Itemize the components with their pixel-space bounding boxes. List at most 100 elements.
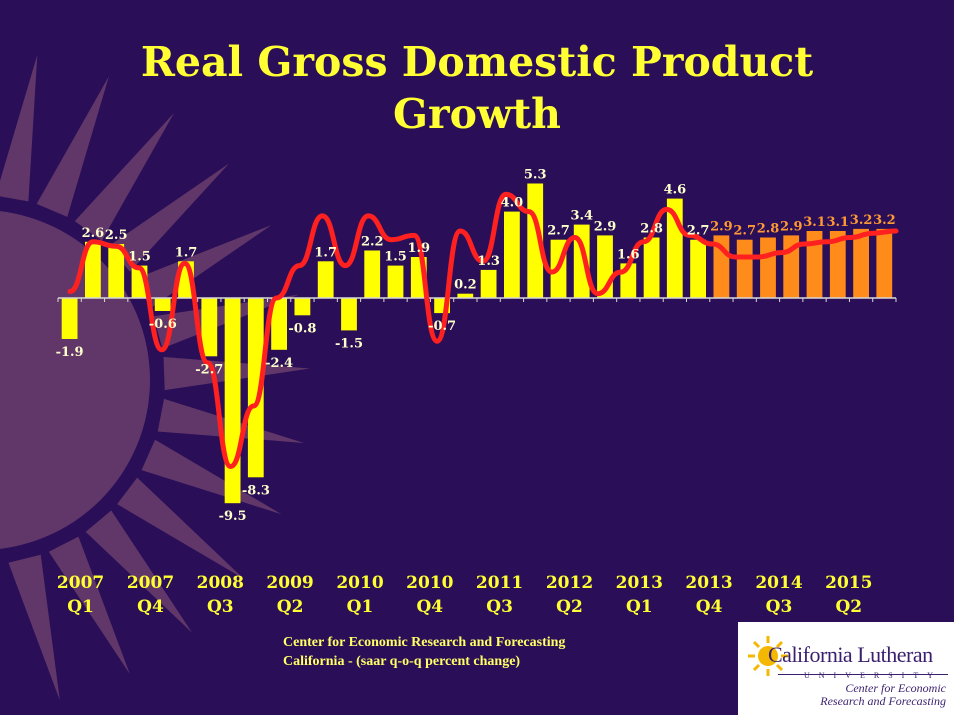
bar-18 xyxy=(480,269,497,298)
data-label-29: 2.7 xyxy=(733,224,756,239)
bar-17 xyxy=(457,293,474,298)
data-label-27: 2.7 xyxy=(687,224,710,239)
tick-label-year-11: 2015 xyxy=(825,573,872,593)
data-label-25: 2.8 xyxy=(640,222,663,237)
bar-14 xyxy=(387,265,404,298)
bar-6 xyxy=(201,298,218,357)
data-label-15: 1.9 xyxy=(407,241,430,256)
data-label-17: 0.2 xyxy=(454,278,477,293)
logo-divider xyxy=(778,674,948,675)
data-labels: -1.92.6 2.51.5-0.61.7-2.7-9.5-8.3-2.4-0.8… xyxy=(56,168,896,525)
data-label-33: 3.1 xyxy=(826,215,849,230)
tick-label-quarter-5: Q4 xyxy=(416,597,443,617)
data-label-28: 2.9 xyxy=(710,219,733,234)
tick-label-quarter-10: Q3 xyxy=(766,597,793,617)
data-label-18: 1.3 xyxy=(477,254,500,269)
tick-label-year-8: 2013 xyxy=(616,573,663,593)
footnote-units: California - (saar q-o-q percent change) xyxy=(283,654,521,669)
data-label-34: 3.2 xyxy=(850,213,873,228)
x-tick-labels: 2007 Q1 2007 Q4 2008 Q3 2009 Q2 2010 Q1 2010 Q4 2011… xyxy=(57,573,873,617)
tick-label-quarter-3: Q2 xyxy=(277,597,304,617)
tick-label-year-9: 2013 xyxy=(685,573,732,593)
logo-subtitle: Center for Economic Research and Forecas… xyxy=(820,682,946,708)
data-label-3: 1.5 xyxy=(128,250,151,265)
bar-25 xyxy=(643,237,660,298)
data-label-24: 1.6 xyxy=(617,247,640,262)
bar-4 xyxy=(154,298,171,311)
data-label-11: 1.7 xyxy=(314,245,337,260)
data-label-16: -0.7 xyxy=(428,319,456,334)
tick-label-year-4: 2010 xyxy=(336,573,383,593)
data-label-2: 2.5 xyxy=(105,228,128,243)
logo-name: California Lutheran xyxy=(768,642,933,667)
tick-label-quarter-9: Q4 xyxy=(696,597,723,617)
chart-title: Real Gross Domestic Product Growth xyxy=(0,36,954,140)
data-label-22: 3.4 xyxy=(570,209,593,224)
data-label-1: 2.6 xyxy=(82,226,105,241)
logo-subtitle-line1: Center for Economic xyxy=(845,681,946,695)
data-label-19: 4.0 xyxy=(501,196,524,211)
tick-label-quarter-0: Q1 xyxy=(67,597,94,617)
tick-label-quarter-11: Q2 xyxy=(835,597,862,617)
sun-logo-icon xyxy=(748,636,788,676)
tick-label-year-0: 2007 xyxy=(57,573,104,593)
bar-10 xyxy=(294,298,311,316)
data-label-26: 4.6 xyxy=(664,183,687,198)
chart-title-line2: Growth xyxy=(392,90,561,138)
bar-34 xyxy=(853,228,869,298)
data-label-13: 2.2 xyxy=(361,235,384,250)
data-label-20: 5.3 xyxy=(524,168,547,183)
bar-19 xyxy=(504,211,520,298)
tick-label-year-2: 2008 xyxy=(197,573,244,593)
tick-label-quarter-8: Q1 xyxy=(626,597,653,617)
data-label-35: 3.2 xyxy=(873,213,896,228)
chart-footnote: Center for Economic Research and Forecas… xyxy=(283,633,565,671)
tick-label-year-6: 2011 xyxy=(476,573,523,593)
bar-7 xyxy=(224,298,241,504)
x-axis xyxy=(57,297,897,302)
bar-27 xyxy=(690,239,706,298)
footnote-source: Center for Economic Research and Forecas… xyxy=(283,635,566,650)
trend-line xyxy=(67,191,899,469)
bar-33 xyxy=(829,231,846,298)
tick-label-year-5: 2010 xyxy=(406,573,453,593)
tick-label-year-10: 2014 xyxy=(755,573,802,593)
data-label-8: -8.3 xyxy=(242,483,270,498)
data-label-5: 1.7 xyxy=(175,245,198,260)
data-label-14: 1.5 xyxy=(384,250,407,265)
bar-0 xyxy=(61,298,78,339)
data-label-31: 2.9 xyxy=(780,219,803,234)
bar-9 xyxy=(271,298,287,350)
bar-2 xyxy=(108,244,125,298)
data-label-10: -0.8 xyxy=(288,321,316,336)
data-label-30: 2.8 xyxy=(757,222,780,237)
data-label-7: -9.5 xyxy=(219,509,247,524)
tick-label-year-7: 2012 xyxy=(546,573,593,593)
bar-35 xyxy=(876,228,893,298)
bar-series xyxy=(61,183,893,504)
bar-29 xyxy=(736,239,753,298)
data-label-23: 2.9 xyxy=(594,219,617,234)
logo-subtitle-line2: Research and Forecasting xyxy=(820,694,946,708)
chart-title-line1: Real Gross Domestic Product xyxy=(140,38,814,86)
data-label-21: 2.7 xyxy=(547,224,570,239)
data-label-9: -2.4 xyxy=(265,356,293,371)
bar-8 xyxy=(247,298,264,478)
bar-32 xyxy=(806,231,823,298)
tick-label-year-1: 2007 xyxy=(127,573,174,593)
bar-12 xyxy=(341,298,357,331)
tick-label-quarter-4: Q1 xyxy=(347,597,374,617)
bar-1 xyxy=(85,241,101,298)
tick-label-quarter-1: Q4 xyxy=(137,597,164,617)
tick-label-quarter-7: Q2 xyxy=(556,597,583,617)
bar-11 xyxy=(317,261,334,298)
bar-13 xyxy=(364,250,381,298)
trend-line-series xyxy=(67,191,899,469)
university-logo: California Lutheran UNIVERSITY Center fo… xyxy=(738,622,954,715)
data-label-32: 3.1 xyxy=(803,215,826,230)
data-label-0: -1.9 xyxy=(56,345,84,360)
logo-university: UNIVERSITY xyxy=(804,671,942,680)
tick-label-year-3: 2009 xyxy=(266,573,313,593)
